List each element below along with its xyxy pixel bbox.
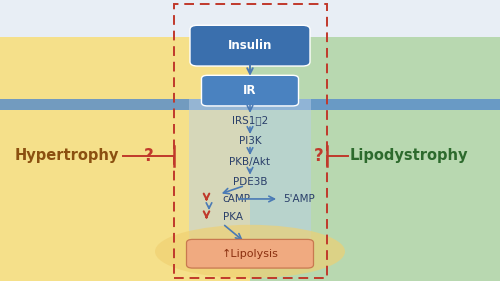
FancyBboxPatch shape [190, 25, 310, 66]
Text: PDE3B: PDE3B [233, 177, 267, 187]
Bar [0, 37, 250, 281]
Text: PKA: PKA [222, 212, 242, 222]
Text: Hypertrophy: Hypertrophy [15, 148, 120, 164]
Bar [189, 99, 311, 259]
FancyBboxPatch shape [202, 75, 298, 106]
Bar [250, 37, 500, 281]
Text: PKB/Akt: PKB/Akt [230, 157, 270, 167]
Bar [0, 99, 500, 110]
Ellipse shape [155, 225, 345, 278]
Text: 5'AMP: 5'AMP [283, 194, 315, 204]
Text: ?: ? [144, 147, 154, 165]
Text: IRS1，2: IRS1，2 [232, 115, 268, 125]
Bar [0, 0, 500, 37]
Text: PI3K: PI3K [238, 136, 262, 146]
Text: IR: IR [243, 84, 257, 97]
Text: ↑Lipolysis: ↑Lipolysis [222, 249, 278, 259]
Text: ?: ? [314, 147, 324, 165]
Text: Lipodystrophy: Lipodystrophy [350, 148, 469, 164]
FancyBboxPatch shape [186, 239, 314, 268]
Text: Insulin: Insulin [228, 39, 272, 52]
Text: cAMP: cAMP [222, 194, 250, 204]
